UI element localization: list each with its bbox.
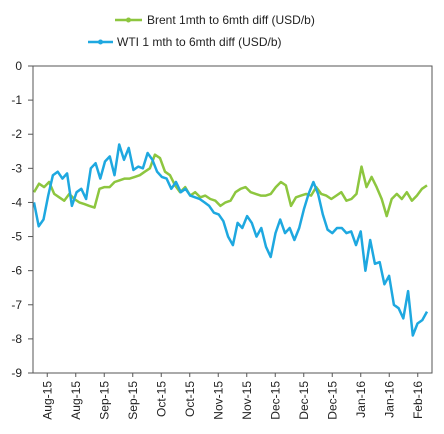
- y-tick-label: -8: [11, 332, 22, 346]
- legend-marker-wti: [98, 39, 103, 45]
- x-tick-label: Dec-15: [297, 381, 311, 420]
- legend-label-brent: Brent 1mth to 6mth diff (USD/b): [147, 13, 315, 27]
- x-tick-label: Nov-15: [240, 381, 254, 420]
- y-tick-label: -9: [11, 366, 22, 380]
- x-tick-label: Oct-15: [183, 381, 197, 417]
- x-tick-label: Oct-15: [154, 381, 168, 417]
- legend: Brent 1mth to 6mth diff (USD/b) WTI 1 mt…: [88, 13, 315, 49]
- series-line-brent: [32, 153, 428, 218]
- y-tick-label: -2: [11, 127, 22, 141]
- y-tick-label: -4: [11, 195, 22, 209]
- x-tick-label: Jan-16: [354, 381, 368, 418]
- x-tick-label: Nov-15: [211, 381, 225, 420]
- y-tick-label: -5: [11, 230, 22, 244]
- x-tick-label: Dec-15: [325, 381, 339, 420]
- legend-marker-brent: [126, 17, 131, 23]
- x-tick-label: Aug-15: [69, 381, 83, 420]
- legend-label-wti: WTI 1 mth to 6mth diff (USD/b): [117, 35, 281, 49]
- series-line-wti: [32, 143, 429, 337]
- y-tick-label: 0: [15, 59, 22, 73]
- x-tick-label: Dec-15: [268, 381, 282, 420]
- y-tick-label: -7: [11, 298, 22, 312]
- x-tick-label: Sep-15: [126, 381, 140, 420]
- y-tick-label: -6: [11, 264, 22, 278]
- x-tick-label: Sep-15: [97, 381, 111, 420]
- x-tick-label: Feb-16: [411, 381, 425, 419]
- x-tick-label: Jan-16: [382, 381, 396, 418]
- x-tick-label: Aug-15: [40, 381, 54, 420]
- y-tick-label: -3: [11, 161, 22, 175]
- plot-frame: [32, 65, 433, 374]
- plot-area: 0 -1 -2 -3 -4 -5 -6 -7 -8 -9 Aug-15 Aug-15 Sep-15 Sep…: [11, 59, 433, 420]
- y-tick-label: -1: [11, 93, 22, 107]
